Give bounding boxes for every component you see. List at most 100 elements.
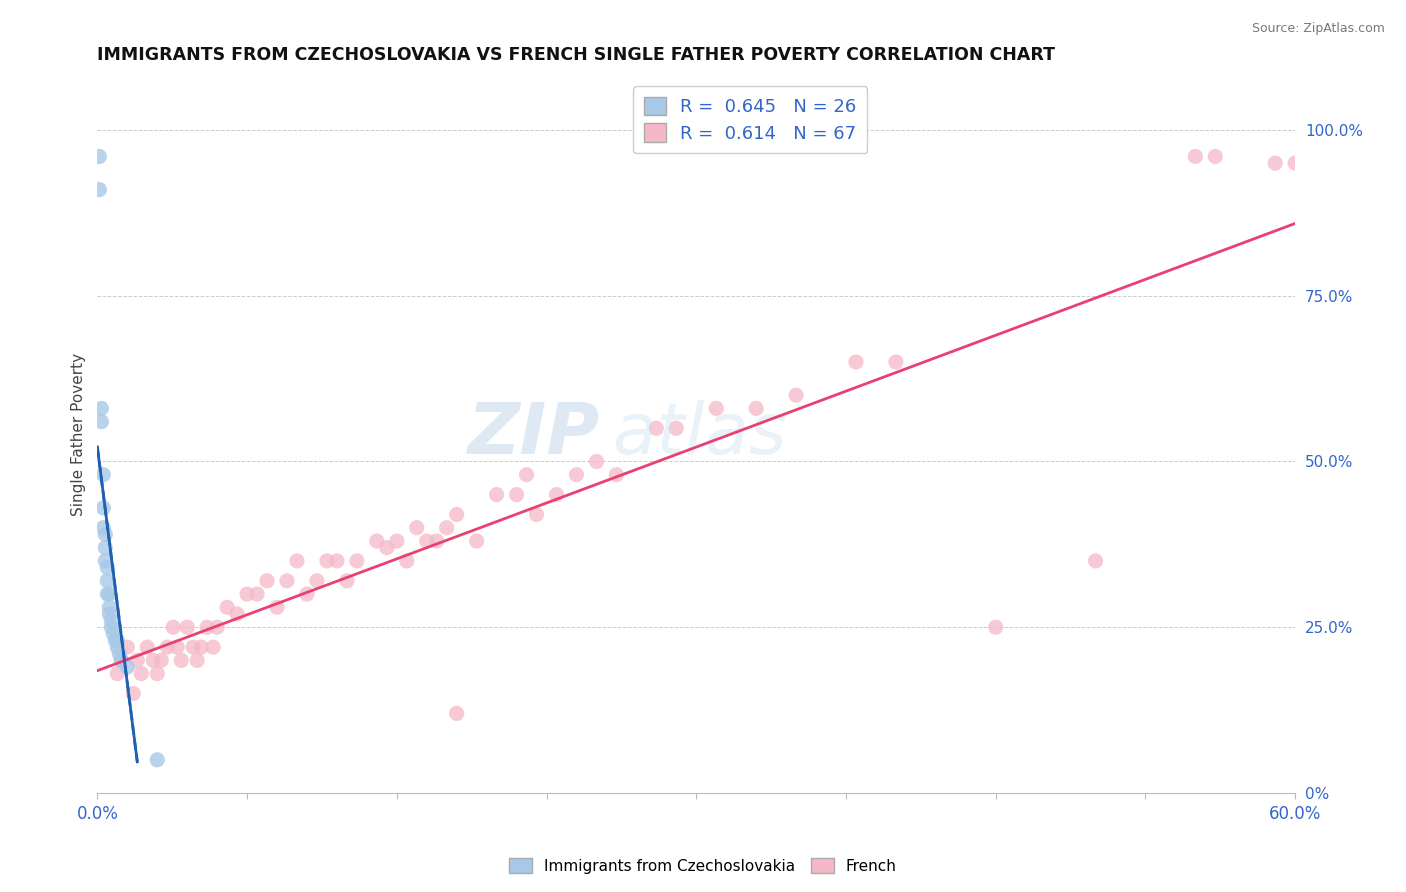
Point xyxy=(785,388,807,402)
Point xyxy=(127,653,149,667)
Point xyxy=(665,421,688,435)
Point xyxy=(505,487,527,501)
Point xyxy=(100,620,122,634)
Point xyxy=(146,666,169,681)
Point xyxy=(236,587,259,601)
Point xyxy=(366,534,388,549)
Point xyxy=(162,620,184,634)
Y-axis label: Single Father Poverty: Single Father Poverty xyxy=(72,353,86,516)
Point xyxy=(316,554,339,568)
Point xyxy=(122,686,145,700)
Point xyxy=(446,706,468,721)
Point xyxy=(136,640,159,654)
Point xyxy=(117,640,139,654)
Point xyxy=(585,454,607,468)
Point xyxy=(202,640,225,654)
Point xyxy=(105,666,128,681)
Point xyxy=(186,653,208,667)
Point xyxy=(96,574,118,588)
Point xyxy=(336,574,359,588)
Point xyxy=(1264,156,1286,170)
Point xyxy=(226,607,249,621)
Point xyxy=(485,487,508,501)
Point xyxy=(605,467,627,482)
Point xyxy=(285,554,308,568)
Point xyxy=(426,534,449,549)
Point xyxy=(1284,156,1306,170)
Point xyxy=(745,401,768,416)
Point xyxy=(142,653,165,667)
Point xyxy=(195,620,218,634)
Point xyxy=(98,607,121,621)
Point xyxy=(416,534,439,549)
Point xyxy=(266,600,288,615)
Point xyxy=(150,653,173,667)
Point xyxy=(465,534,488,549)
Point xyxy=(105,640,128,654)
Point xyxy=(94,527,117,541)
Point xyxy=(385,534,408,549)
Point xyxy=(170,653,193,667)
Point xyxy=(1084,554,1107,568)
Point xyxy=(256,574,278,588)
Point xyxy=(103,627,125,641)
Point xyxy=(117,660,139,674)
Point xyxy=(217,600,239,615)
Point xyxy=(375,541,398,555)
Point xyxy=(110,653,132,667)
Point xyxy=(246,587,269,601)
Point xyxy=(89,149,111,163)
Point xyxy=(346,554,368,568)
Point xyxy=(205,620,228,634)
Text: Source: ZipAtlas.com: Source: ZipAtlas.com xyxy=(1251,22,1385,36)
Point xyxy=(91,521,114,535)
Text: ZIP: ZIP xyxy=(468,401,600,469)
Point xyxy=(105,633,128,648)
Point xyxy=(884,355,907,369)
Point xyxy=(90,415,112,429)
Point xyxy=(110,653,132,667)
Point xyxy=(176,620,198,634)
Point xyxy=(96,560,118,574)
Point xyxy=(305,574,328,588)
Point xyxy=(104,633,127,648)
Point xyxy=(90,401,112,416)
Point xyxy=(91,467,114,482)
Point xyxy=(276,574,298,588)
Point xyxy=(108,647,131,661)
Point xyxy=(704,401,727,416)
Point xyxy=(100,614,122,628)
Point xyxy=(295,587,318,601)
Point xyxy=(129,666,152,681)
Point xyxy=(546,487,568,501)
Point xyxy=(526,508,548,522)
Point xyxy=(166,640,188,654)
Legend: R =  0.645   N = 26, R =  0.614   N = 67: R = 0.645 N = 26, R = 0.614 N = 67 xyxy=(633,86,868,153)
Point xyxy=(405,521,427,535)
Point xyxy=(190,640,212,654)
Text: atlas: atlas xyxy=(613,401,787,469)
Point xyxy=(1204,149,1226,163)
Point xyxy=(91,500,114,515)
Point xyxy=(156,640,179,654)
Point xyxy=(645,421,668,435)
Point xyxy=(96,587,118,601)
Point xyxy=(446,508,468,522)
Point xyxy=(1184,149,1206,163)
Point xyxy=(326,554,349,568)
Legend: Immigrants from Czechoslovakia, French: Immigrants from Czechoslovakia, French xyxy=(503,852,903,880)
Point xyxy=(94,554,117,568)
Point xyxy=(98,600,121,615)
Point xyxy=(565,467,588,482)
Point xyxy=(146,753,169,767)
Point xyxy=(94,541,117,555)
Point xyxy=(89,183,111,197)
Point xyxy=(436,521,458,535)
Point xyxy=(395,554,418,568)
Point xyxy=(845,355,868,369)
Point xyxy=(181,640,204,654)
Point xyxy=(98,587,121,601)
Point xyxy=(984,620,1007,634)
Text: IMMIGRANTS FROM CZECHOSLOVAKIA VS FRENCH SINGLE FATHER POVERTY CORRELATION CHART: IMMIGRANTS FROM CZECHOSLOVAKIA VS FRENCH… xyxy=(97,46,1056,64)
Point xyxy=(516,467,538,482)
